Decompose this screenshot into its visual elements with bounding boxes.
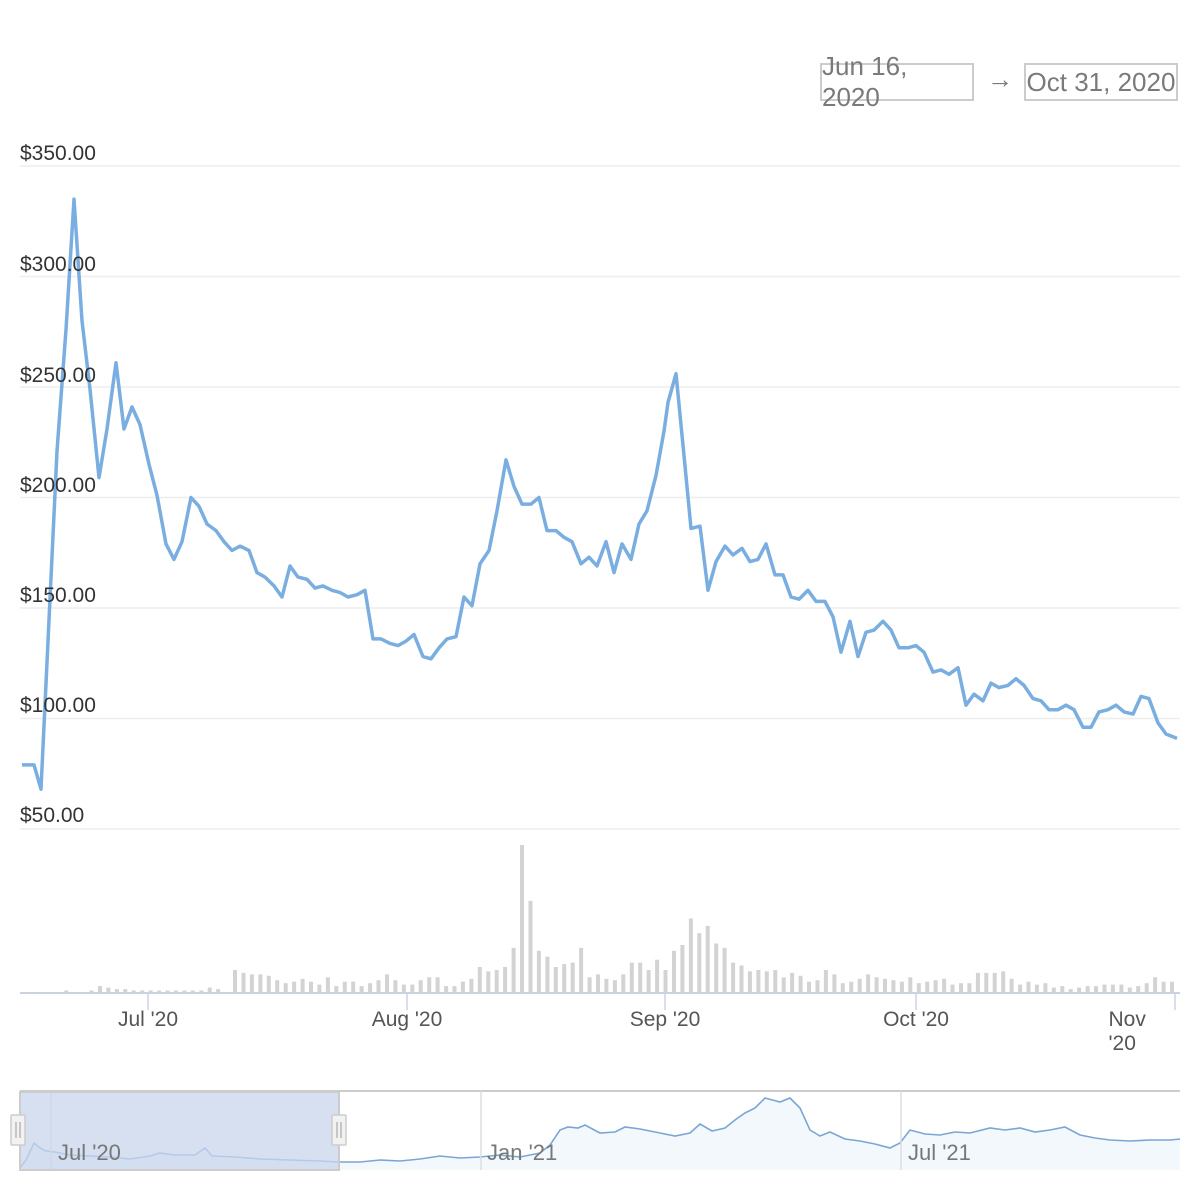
y-axis-label: $100.00 xyxy=(20,694,96,717)
navigator[interactable] xyxy=(10,1090,1181,1171)
navigator-left-handle[interactable] xyxy=(10,1114,26,1146)
navigator-label: Jan '21 xyxy=(487,1140,558,1165)
x-axis-label: Oct '20 xyxy=(883,1008,949,1031)
navigator-label: Jul '20 xyxy=(58,1140,121,1165)
navigator-selection[interactable] xyxy=(19,1091,340,1171)
range-end-input[interactable]: Oct 31, 2020 xyxy=(1024,63,1178,101)
price-line xyxy=(22,197,1178,791)
y-axis-label: $150.00 xyxy=(20,584,96,607)
x-axis-ticks xyxy=(147,993,1176,1010)
y-axis-label: $50.00 xyxy=(20,804,85,827)
range-arrow: → xyxy=(987,64,1013,94)
y-axis-label: $350.00 xyxy=(20,142,96,165)
y-axis-label: $300.00 xyxy=(20,253,96,276)
navigator-right-handle[interactable] xyxy=(331,1114,347,1146)
volume-bars xyxy=(64,845,1174,993)
x-axis-label: Sep '20 xyxy=(629,1008,701,1031)
y-axis-label: $200.00 xyxy=(20,474,96,497)
grid-lines xyxy=(20,165,1180,830)
x-axis-label: Aug '20 xyxy=(371,1008,443,1031)
y-axis-label: $250.00 xyxy=(20,364,96,387)
x-axis-label: Nov '20 xyxy=(1108,1008,1146,1055)
navigator-label: Jul '21 xyxy=(908,1140,971,1165)
x-axis-label: Jul '20 xyxy=(117,1008,179,1031)
